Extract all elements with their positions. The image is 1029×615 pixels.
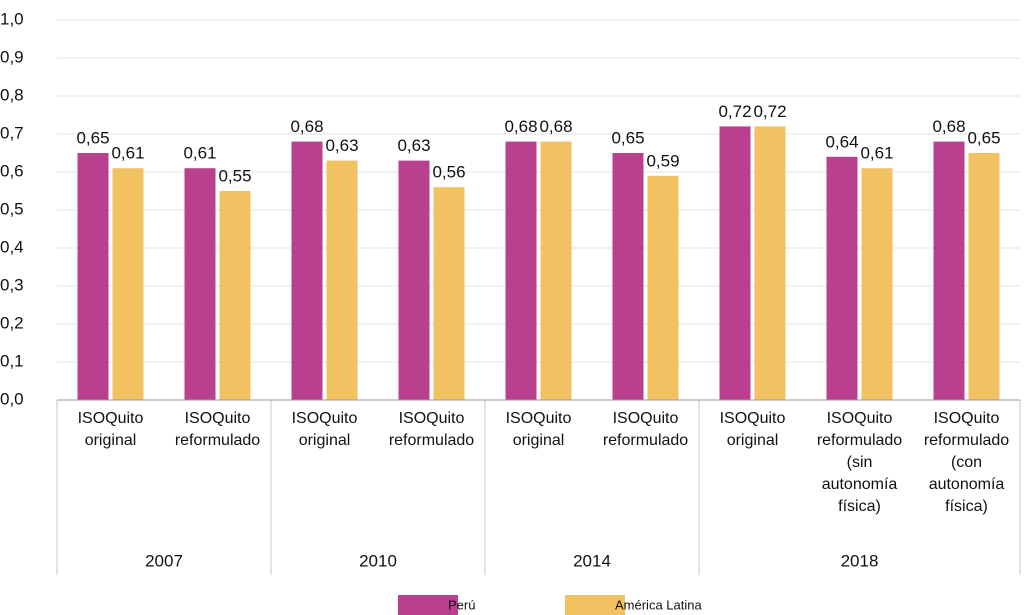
x-tick-label: ISOQuito — [185, 410, 251, 427]
y-tick-label: 0,9 — [0, 47, 24, 66]
value-label: 0,63 — [397, 136, 430, 155]
bar — [291, 141, 323, 400]
x-tick-label: original — [513, 432, 565, 449]
x-tick-label: reformulado — [175, 432, 260, 449]
value-label: 0,68 — [539, 117, 572, 136]
bar — [184, 168, 216, 400]
value-label: 0,65 — [967, 128, 1000, 147]
y-tick-label: 0,6 — [0, 161, 24, 180]
value-label: 0,56 — [432, 163, 465, 182]
y-tick-label: 0,7 — [0, 123, 24, 142]
x-tick-label: ISOQuito — [292, 410, 358, 427]
bar — [433, 187, 465, 400]
x-tick-label: ISOQuito — [720, 410, 786, 427]
legend-label: Perú — [448, 597, 475, 612]
value-label: 0,68 — [290, 117, 323, 136]
bar — [647, 175, 679, 400]
value-label: 0,68 — [932, 117, 965, 136]
legend-swatch — [565, 595, 625, 615]
legend-swatch — [398, 595, 458, 615]
value-label: 0,61 — [183, 144, 216, 163]
x-tick-label: reformulado — [603, 432, 688, 449]
bar — [861, 168, 893, 400]
x-tick-label: reformulado — [924, 432, 1009, 449]
y-tick-label: 0,0 — [0, 389, 24, 408]
bar — [968, 153, 1000, 400]
bar — [826, 156, 858, 400]
value-label: 0,65 — [611, 128, 644, 147]
x-tick-label: reformulado — [389, 432, 474, 449]
x-tick-label: original — [85, 432, 137, 449]
value-label: 0,59 — [646, 151, 679, 170]
bar — [112, 168, 144, 400]
x-tick-label: ISOQuito — [399, 410, 465, 427]
x-tick-label: original — [727, 432, 779, 449]
x-tick-label: ISOQuito — [827, 410, 893, 427]
value-label: 0,68 — [504, 117, 537, 136]
x-tick-label: ISOQuito — [613, 410, 679, 427]
value-label: 0,65 — [76, 128, 109, 147]
bar — [933, 141, 965, 400]
bar — [326, 160, 358, 400]
x-tick-label: física) — [945, 498, 988, 515]
bar — [540, 141, 572, 400]
group-label: 2014 — [573, 551, 611, 570]
y-tick-label: 0,8 — [0, 85, 24, 104]
group-label: 2010 — [359, 551, 397, 570]
x-tick-label: autonomía — [929, 476, 1005, 493]
y-tick-label: 0,4 — [0, 237, 24, 256]
x-tick-label: física) — [838, 498, 881, 515]
bar — [77, 153, 109, 400]
y-tick-label: 0,5 — [0, 199, 24, 218]
x-tick-label: ISOQuito — [934, 410, 1000, 427]
value-label: 0,55 — [218, 166, 251, 185]
x-tick-label: (con — [951, 454, 982, 471]
value-label: 0,61 — [860, 144, 893, 163]
value-label: 0,63 — [325, 136, 358, 155]
bar — [612, 153, 644, 400]
y-tick-label: 0,2 — [0, 313, 24, 332]
x-tick-label: reformulado — [817, 432, 902, 449]
value-label: 0,72 — [718, 102, 751, 121]
group-label: 2007 — [145, 551, 183, 570]
value-label: 0,61 — [111, 144, 144, 163]
y-tick-label: 0,3 — [0, 275, 24, 294]
value-label: 0,72 — [753, 102, 786, 121]
bar — [505, 141, 537, 400]
x-tick-label: (sin — [847, 454, 873, 471]
bar — [219, 191, 251, 400]
y-tick-label: 0,1 — [0, 351, 24, 370]
bar — [398, 160, 430, 400]
bar — [719, 126, 751, 401]
bar — [754, 126, 786, 401]
x-tick-label: original — [299, 432, 351, 449]
value-label: 0,64 — [825, 132, 858, 151]
x-tick-label: ISOQuito — [78, 410, 144, 427]
group-label: 2018 — [841, 551, 879, 570]
x-tick-label: ISOQuito — [506, 410, 572, 427]
y-tick-label: 1,0 — [0, 9, 24, 28]
legend-label: América Latina — [615, 597, 702, 612]
x-tick-label: autonomía — [822, 476, 898, 493]
